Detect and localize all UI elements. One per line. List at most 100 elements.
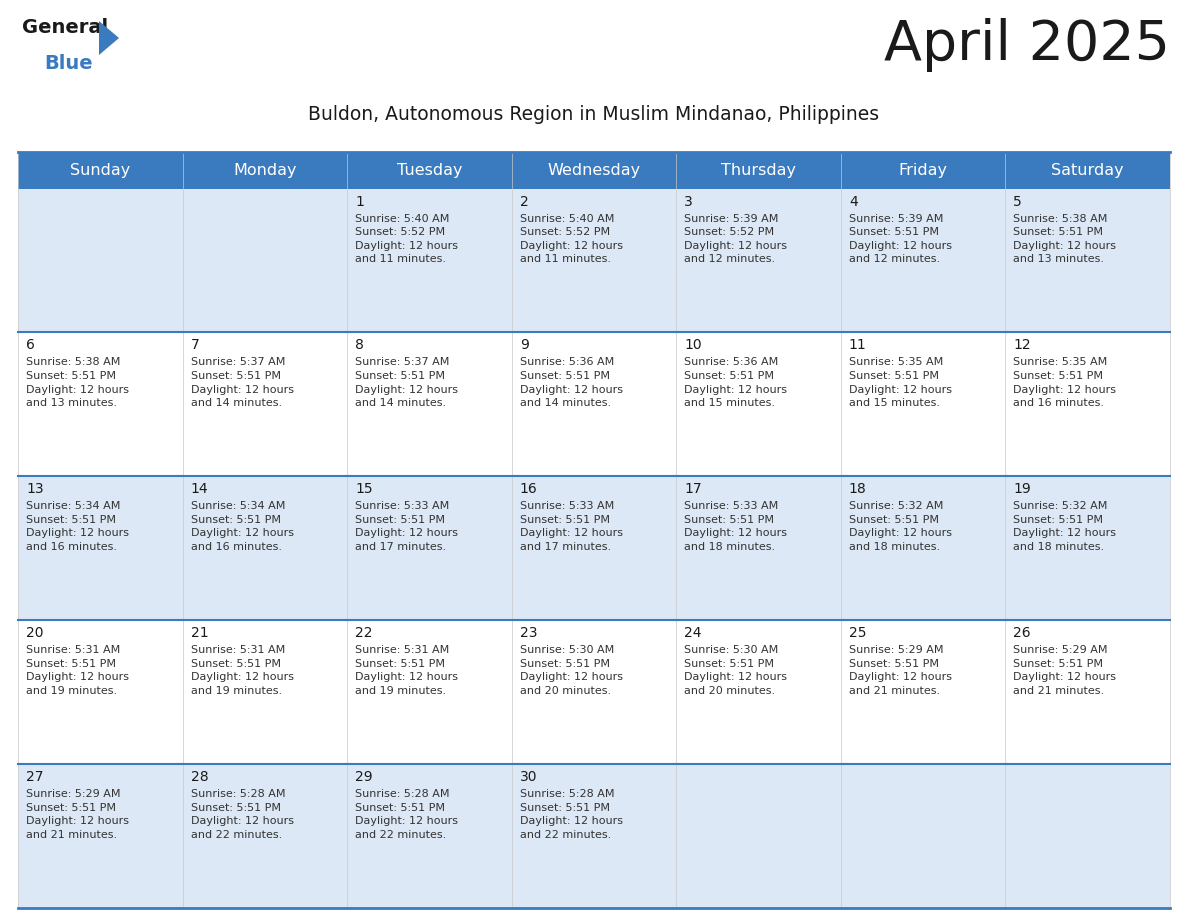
Text: 16: 16 xyxy=(519,482,537,497)
Text: Sunrise: 5:38 AM
Sunset: 5:51 PM
Daylight: 12 hours
and 13 minutes.: Sunrise: 5:38 AM Sunset: 5:51 PM Dayligh… xyxy=(26,357,129,409)
Text: 25: 25 xyxy=(849,626,866,640)
Text: Sunrise: 5:35 AM
Sunset: 5:51 PM
Daylight: 12 hours
and 15 minutes.: Sunrise: 5:35 AM Sunset: 5:51 PM Dayligh… xyxy=(849,357,952,409)
Bar xyxy=(512,188,676,332)
Bar xyxy=(676,188,841,332)
Text: 12: 12 xyxy=(1013,339,1031,353)
Text: Sunrise: 5:40 AM
Sunset: 5:52 PM
Daylight: 12 hours
and 11 minutes.: Sunrise: 5:40 AM Sunset: 5:52 PM Dayligh… xyxy=(355,214,459,264)
Text: 1: 1 xyxy=(355,195,364,208)
Bar xyxy=(347,621,512,764)
Text: Saturday: Saturday xyxy=(1051,162,1124,178)
Bar xyxy=(183,476,347,621)
Bar xyxy=(183,764,347,908)
Bar xyxy=(183,332,347,476)
Text: April 2025: April 2025 xyxy=(884,18,1170,72)
Text: 29: 29 xyxy=(355,770,373,784)
Text: 20: 20 xyxy=(26,626,44,640)
Text: Sunrise: 5:29 AM
Sunset: 5:51 PM
Daylight: 12 hours
and 21 minutes.: Sunrise: 5:29 AM Sunset: 5:51 PM Dayligh… xyxy=(849,645,952,696)
Text: Sunrise: 5:33 AM
Sunset: 5:51 PM
Daylight: 12 hours
and 18 minutes.: Sunrise: 5:33 AM Sunset: 5:51 PM Dayligh… xyxy=(684,501,788,552)
Text: 6: 6 xyxy=(26,339,34,353)
Bar xyxy=(18,152,1170,188)
Text: Sunday: Sunday xyxy=(70,162,131,178)
Text: General: General xyxy=(23,18,108,37)
Text: 7: 7 xyxy=(190,339,200,353)
Text: Tuesday: Tuesday xyxy=(397,162,462,178)
Bar xyxy=(347,188,512,332)
Text: 21: 21 xyxy=(190,626,208,640)
Text: 17: 17 xyxy=(684,482,702,497)
Text: Sunrise: 5:33 AM
Sunset: 5:51 PM
Daylight: 12 hours
and 17 minutes.: Sunrise: 5:33 AM Sunset: 5:51 PM Dayligh… xyxy=(355,501,459,552)
Text: Sunrise: 5:32 AM
Sunset: 5:51 PM
Daylight: 12 hours
and 18 minutes.: Sunrise: 5:32 AM Sunset: 5:51 PM Dayligh… xyxy=(849,501,952,552)
Bar xyxy=(841,188,1005,332)
Text: 15: 15 xyxy=(355,482,373,497)
Bar xyxy=(1005,621,1170,764)
Bar xyxy=(841,476,1005,621)
Text: Sunrise: 5:35 AM
Sunset: 5:51 PM
Daylight: 12 hours
and 16 minutes.: Sunrise: 5:35 AM Sunset: 5:51 PM Dayligh… xyxy=(1013,357,1117,409)
Text: Sunrise: 5:38 AM
Sunset: 5:51 PM
Daylight: 12 hours
and 13 minutes.: Sunrise: 5:38 AM Sunset: 5:51 PM Dayligh… xyxy=(1013,214,1117,264)
Bar xyxy=(1005,188,1170,332)
Bar xyxy=(18,332,183,476)
Bar xyxy=(676,764,841,908)
Text: 13: 13 xyxy=(26,482,44,497)
Bar xyxy=(512,621,676,764)
Text: Sunrise: 5:37 AM
Sunset: 5:51 PM
Daylight: 12 hours
and 14 minutes.: Sunrise: 5:37 AM Sunset: 5:51 PM Dayligh… xyxy=(355,357,459,409)
Bar xyxy=(347,332,512,476)
Text: Sunrise: 5:31 AM
Sunset: 5:51 PM
Daylight: 12 hours
and 19 minutes.: Sunrise: 5:31 AM Sunset: 5:51 PM Dayligh… xyxy=(26,645,129,696)
Bar xyxy=(512,764,676,908)
Text: Sunrise: 5:34 AM
Sunset: 5:51 PM
Daylight: 12 hours
and 16 minutes.: Sunrise: 5:34 AM Sunset: 5:51 PM Dayligh… xyxy=(26,501,129,552)
Bar xyxy=(18,621,183,764)
Bar xyxy=(676,621,841,764)
Text: 24: 24 xyxy=(684,626,702,640)
Bar xyxy=(1005,476,1170,621)
Bar xyxy=(18,188,183,332)
Text: 28: 28 xyxy=(190,770,208,784)
Text: 10: 10 xyxy=(684,339,702,353)
Text: 23: 23 xyxy=(519,626,537,640)
Bar xyxy=(512,476,676,621)
Text: Sunrise: 5:39 AM
Sunset: 5:51 PM
Daylight: 12 hours
and 12 minutes.: Sunrise: 5:39 AM Sunset: 5:51 PM Dayligh… xyxy=(849,214,952,264)
Text: 4: 4 xyxy=(849,195,858,208)
Text: 14: 14 xyxy=(190,482,208,497)
Text: Sunrise: 5:36 AM
Sunset: 5:51 PM
Daylight: 12 hours
and 14 minutes.: Sunrise: 5:36 AM Sunset: 5:51 PM Dayligh… xyxy=(519,357,623,409)
Bar xyxy=(1005,332,1170,476)
Text: Sunrise: 5:28 AM
Sunset: 5:51 PM
Daylight: 12 hours
and 22 minutes.: Sunrise: 5:28 AM Sunset: 5:51 PM Dayligh… xyxy=(519,789,623,840)
Text: 22: 22 xyxy=(355,626,373,640)
Text: Blue: Blue xyxy=(44,54,93,73)
Text: 11: 11 xyxy=(849,339,866,353)
Text: Sunrise: 5:40 AM
Sunset: 5:52 PM
Daylight: 12 hours
and 11 minutes.: Sunrise: 5:40 AM Sunset: 5:52 PM Dayligh… xyxy=(519,214,623,264)
Bar xyxy=(841,764,1005,908)
Text: 2: 2 xyxy=(519,195,529,208)
Text: Sunrise: 5:34 AM
Sunset: 5:51 PM
Daylight: 12 hours
and 16 minutes.: Sunrise: 5:34 AM Sunset: 5:51 PM Dayligh… xyxy=(190,501,293,552)
Text: Thursday: Thursday xyxy=(721,162,796,178)
Text: Sunrise: 5:28 AM
Sunset: 5:51 PM
Daylight: 12 hours
and 22 minutes.: Sunrise: 5:28 AM Sunset: 5:51 PM Dayligh… xyxy=(355,789,459,840)
Text: Wednesday: Wednesday xyxy=(548,162,640,178)
Text: Sunrise: 5:31 AM
Sunset: 5:51 PM
Daylight: 12 hours
and 19 minutes.: Sunrise: 5:31 AM Sunset: 5:51 PM Dayligh… xyxy=(190,645,293,696)
Bar xyxy=(183,621,347,764)
Text: Sunrise: 5:39 AM
Sunset: 5:52 PM
Daylight: 12 hours
and 12 minutes.: Sunrise: 5:39 AM Sunset: 5:52 PM Dayligh… xyxy=(684,214,788,264)
Text: Buldon, Autonomous Region in Muslim Mindanao, Philippines: Buldon, Autonomous Region in Muslim Mind… xyxy=(309,105,879,124)
Bar xyxy=(18,764,183,908)
Text: Friday: Friday xyxy=(898,162,948,178)
Text: Sunrise: 5:30 AM
Sunset: 5:51 PM
Daylight: 12 hours
and 20 minutes.: Sunrise: 5:30 AM Sunset: 5:51 PM Dayligh… xyxy=(684,645,788,696)
Text: Sunrise: 5:32 AM
Sunset: 5:51 PM
Daylight: 12 hours
and 18 minutes.: Sunrise: 5:32 AM Sunset: 5:51 PM Dayligh… xyxy=(1013,501,1117,552)
Text: 19: 19 xyxy=(1013,482,1031,497)
Bar xyxy=(347,476,512,621)
Text: 26: 26 xyxy=(1013,626,1031,640)
Text: 3: 3 xyxy=(684,195,693,208)
Text: 30: 30 xyxy=(519,770,537,784)
Bar xyxy=(676,476,841,621)
Bar xyxy=(676,332,841,476)
Text: 5: 5 xyxy=(1013,195,1022,208)
Text: 9: 9 xyxy=(519,339,529,353)
Text: 27: 27 xyxy=(26,770,44,784)
Bar xyxy=(841,621,1005,764)
Text: Sunrise: 5:29 AM
Sunset: 5:51 PM
Daylight: 12 hours
and 21 minutes.: Sunrise: 5:29 AM Sunset: 5:51 PM Dayligh… xyxy=(26,789,129,840)
Bar xyxy=(18,476,183,621)
Bar xyxy=(347,764,512,908)
Bar xyxy=(1005,764,1170,908)
Text: Sunrise: 5:33 AM
Sunset: 5:51 PM
Daylight: 12 hours
and 17 minutes.: Sunrise: 5:33 AM Sunset: 5:51 PM Dayligh… xyxy=(519,501,623,552)
Text: Sunrise: 5:31 AM
Sunset: 5:51 PM
Daylight: 12 hours
and 19 minutes.: Sunrise: 5:31 AM Sunset: 5:51 PM Dayligh… xyxy=(355,645,459,696)
Text: 8: 8 xyxy=(355,339,364,353)
Bar xyxy=(512,332,676,476)
Text: 18: 18 xyxy=(849,482,866,497)
Text: Sunrise: 5:29 AM
Sunset: 5:51 PM
Daylight: 12 hours
and 21 minutes.: Sunrise: 5:29 AM Sunset: 5:51 PM Dayligh… xyxy=(1013,645,1117,696)
